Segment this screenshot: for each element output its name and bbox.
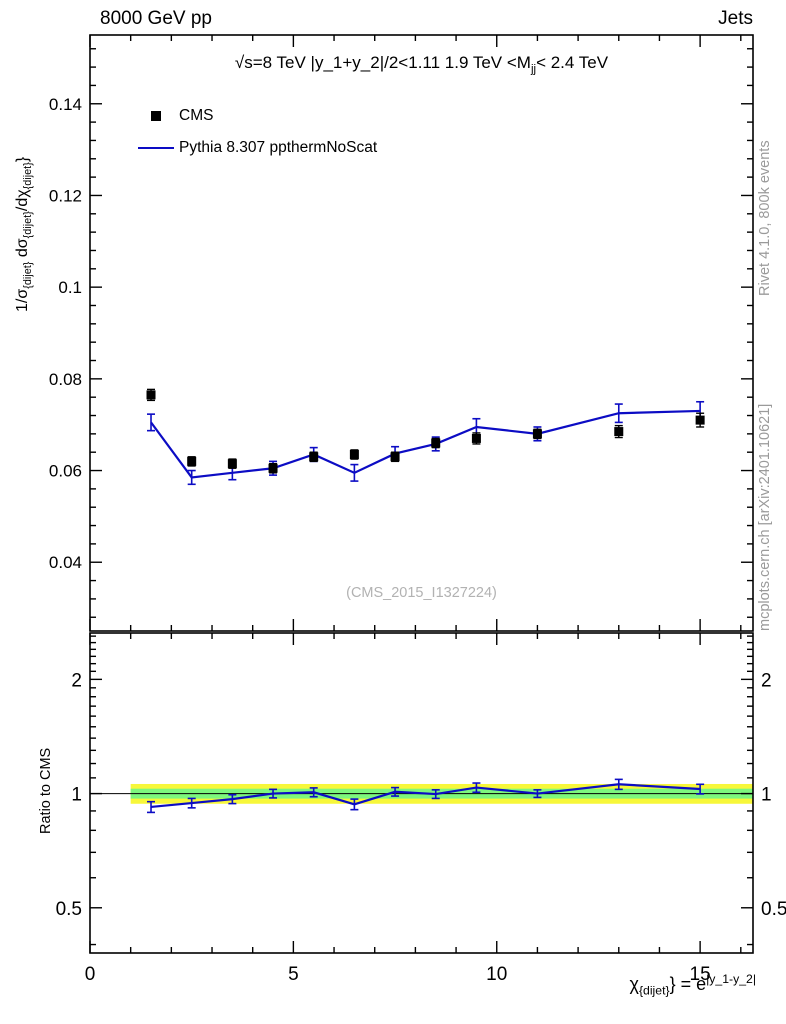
legend-row-cms: CMS <box>133 100 377 132</box>
header-beam-label: 8000 GeV pp <box>100 8 212 29</box>
ratio-series <box>147 778 705 814</box>
legend-label-cms: CMS <box>179 107 214 124</box>
cms-series <box>146 388 705 474</box>
svg-text:2: 2 <box>71 670 82 691</box>
axis-ticks <box>89 35 753 953</box>
svg-text:10: 10 <box>486 964 507 985</box>
svg-text:5: 5 <box>288 964 299 985</box>
mcplots-attribution-note: mcplots.cern.ch [arXiv:2401.10621] <box>757 403 773 631</box>
legend: CMS Pythia 8.307 ppthermNoScat <box>133 100 377 164</box>
svg-text:2: 2 <box>761 670 772 691</box>
svg-text:15: 15 <box>690 964 711 985</box>
tick-labels: 0.04 0.06 0.08 0.1 0.12 0.14 0.5 0.5 1 1 2 2 0 5 10 15 <box>49 95 786 985</box>
pythia-line-icon <box>133 147 179 149</box>
rivet-version-note: Rivet 4.1.0, 800k events <box>757 140 773 296</box>
legend-row-pythia: Pythia 8.307 ppthermNoScat <box>133 132 377 164</box>
svg-text:0.12: 0.12 <box>49 186 82 205</box>
svg-text:0.1: 0.1 <box>58 278 82 297</box>
svg-text:0.04: 0.04 <box>49 553 82 572</box>
svg-text:0: 0 <box>85 964 96 985</box>
legend-label-pythia: Pythia 8.307 ppthermNoScat <box>179 139 378 156</box>
cms-marker-icon <box>133 111 179 121</box>
watermark-analysis-id: (CMS_2015_I1327224) <box>346 585 497 601</box>
svg-text:0.08: 0.08 <box>49 370 82 389</box>
svg-text:0.5: 0.5 <box>56 899 82 920</box>
plot-title: √s=8 TeV |y_1+y_2|/2<1.11 1.9 TeV <Mjj< … <box>234 53 609 76</box>
ratio-panel-frame <box>89 632 754 954</box>
header-analysis-label: Jets <box>718 8 753 29</box>
svg-text:0.14: 0.14 <box>49 95 82 114</box>
y-axis-label-ratio: Ratio to CMS <box>38 747 54 834</box>
pythia-series <box>147 400 705 486</box>
y-axis-label-main: 1/σ{dijet} dσ{dijet}/dχ{dijet}} <box>14 156 35 312</box>
main-panel-frame <box>89 34 754 632</box>
svg-text:1: 1 <box>761 785 772 806</box>
svg-text:0.06: 0.06 <box>49 462 82 481</box>
svg-text:0.5: 0.5 <box>761 899 786 920</box>
svg-text:1: 1 <box>71 785 82 806</box>
x-axis-label: χ{dijet}} = e|y_1-y_2| <box>629 972 756 998</box>
